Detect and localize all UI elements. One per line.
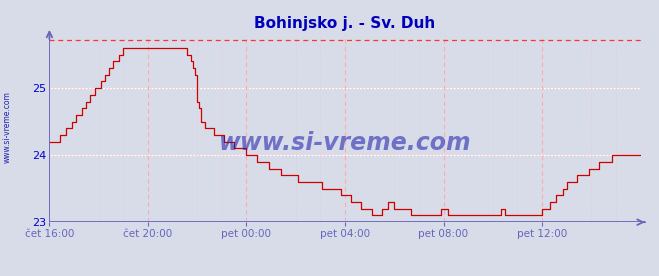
Text: www.si-vreme.com: www.si-vreme.com bbox=[3, 91, 12, 163]
Title: Bohinjsko j. - Sv. Duh: Bohinjsko j. - Sv. Duh bbox=[254, 15, 436, 31]
Text: www.si-vreme.com: www.si-vreme.com bbox=[219, 131, 471, 155]
